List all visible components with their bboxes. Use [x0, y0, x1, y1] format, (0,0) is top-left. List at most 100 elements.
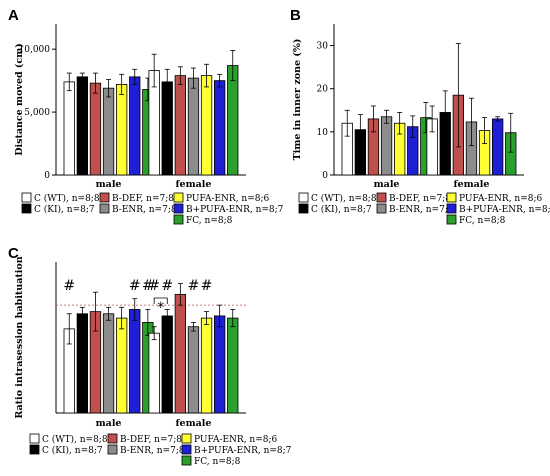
bar	[116, 317, 128, 414]
panel-b: B 0 10 20 30 Time in inner zone (%) male female…	[290, 7, 550, 226]
bar	[116, 84, 128, 176]
significance-bracket	[153, 297, 168, 304]
bar	[227, 317, 239, 414]
y-tick-label: 10,000	[19, 45, 51, 55]
significance-hash: #	[161, 278, 173, 294]
bar	[491, 118, 504, 176]
legend-swatch	[173, 203, 184, 214]
legend-swatch	[376, 203, 387, 214]
bar	[102, 313, 115, 414]
bar	[174, 293, 187, 414]
panel-letter-c: C	[8, 245, 19, 262]
significance-hash: #	[63, 278, 75, 294]
legend-swatch	[298, 192, 309, 203]
legend: C (WT), n=8;8 B-DEF, n=7;8 PUFA-ENR, n=8;6…	[298, 192, 550, 226]
legend-swatch	[446, 192, 457, 203]
group-label-male: male	[374, 179, 400, 190]
legend-label: FC, n=8;8	[194, 457, 241, 467]
legend-swatch	[29, 433, 40, 444]
bar	[76, 313, 88, 414]
bar	[63, 81, 75, 176]
legend-swatch	[21, 192, 32, 203]
bar	[148, 332, 160, 414]
bar	[213, 315, 226, 414]
legend-label: C (KI), n=8;7	[42, 445, 103, 456]
legend-label: B-ENR, n=7;8	[120, 446, 185, 456]
y-tick-label: 10	[317, 128, 329, 138]
significance-hash: #	[129, 278, 141, 294]
legend-label: B-ENR, n=7;8	[389, 205, 454, 215]
y-axis-label: Distance moved (cm)	[14, 43, 25, 156]
bar	[187, 326, 200, 414]
significance-hash: #	[148, 278, 160, 294]
legend-swatch	[107, 433, 118, 444]
legend-label: PUFA-ENR, n=8;6	[194, 435, 278, 445]
y-axis-label: Ratio intrasession habituation	[14, 256, 25, 418]
legend-label: B-DEF, n=7;8	[112, 194, 174, 204]
group-label-female: female	[453, 179, 489, 190]
group-label-male: male	[96, 179, 122, 190]
panel-letter-b: B	[290, 7, 301, 24]
legend-label: B+PUFA-ENR, n=8;7	[459, 205, 550, 215]
bar	[213, 80, 226, 176]
legend: C (WT), n=8;8 B-DEF, n=7;8 PUFA-ENR, n=8;6…	[29, 433, 292, 467]
legend-swatch	[21, 203, 32, 214]
legend-swatch	[376, 192, 387, 203]
legend-label: C (KI), n=8;7	[311, 204, 372, 215]
bar	[227, 65, 239, 176]
bar	[129, 309, 141, 414]
legend-label: B+PUFA-ENR, n=8;7	[194, 446, 292, 456]
panel-letter-a: A	[8, 7, 19, 24]
legend-label: C (KI), n=8;7	[34, 204, 95, 215]
y-axis-label: Time in inner zone (%)	[292, 39, 303, 161]
legend-swatch	[446, 214, 457, 225]
legend-swatch	[99, 203, 110, 214]
legend-label: FC, n=8;8	[186, 216, 233, 226]
legend-label: B-DEF, n=7;8	[389, 194, 451, 204]
bar	[174, 75, 187, 176]
bar	[161, 81, 173, 176]
legend-label: C (WT), n=8;8	[34, 193, 100, 204]
legend-label: FC, n=8;8	[459, 216, 506, 226]
legend-swatch	[181, 444, 192, 455]
legend-label: PUFA-ENR, n=8;6	[459, 194, 543, 204]
legend-label: C (WT), n=8;8	[42, 434, 108, 445]
bar	[76, 76, 88, 176]
bar	[200, 75, 213, 176]
bar	[89, 82, 102, 176]
legend-label: B-DEF, n=7;8	[120, 435, 182, 445]
significance-hash: #	[142, 278, 154, 294]
significance-star: *	[157, 300, 164, 316]
legend-label: B-ENR, n=7;8	[112, 205, 177, 215]
bar	[187, 77, 200, 176]
bar	[102, 87, 115, 176]
group-label-female: female	[175, 179, 211, 190]
y-tick-label: 0	[322, 171, 328, 181]
y-tick-label: 0	[44, 171, 50, 181]
legend-label: PUFA-ENR, n=8;6	[186, 194, 270, 204]
legend-swatch	[173, 192, 184, 203]
bar	[200, 317, 213, 414]
legend-label: C (WT), n=8;8	[311, 193, 377, 204]
legend: C (WT), n=8;8 B-DEF, n=7;8 PUFA-ENR, n=8;6…	[21, 192, 284, 226]
bar	[161, 315, 173, 414]
group-label-male: male	[96, 418, 122, 429]
legend-swatch	[298, 203, 309, 214]
group-label-female: female	[175, 418, 211, 429]
bar	[129, 76, 141, 176]
significance-hash: #	[201, 278, 213, 294]
legend-swatch	[99, 192, 110, 203]
legend-swatch	[29, 444, 40, 455]
significance-hash: #	[188, 278, 200, 294]
y-tick-label: 30	[317, 42, 329, 52]
legend-swatch	[173, 214, 184, 225]
legend-swatch	[107, 444, 118, 455]
y-tick-label: 5,000	[24, 108, 50, 118]
legend-label: B+PUFA-ENR, n=8;7	[186, 205, 284, 215]
legend-swatch	[446, 203, 457, 214]
legend-swatch	[181, 455, 192, 466]
y-tick-label: 20	[317, 85, 329, 95]
